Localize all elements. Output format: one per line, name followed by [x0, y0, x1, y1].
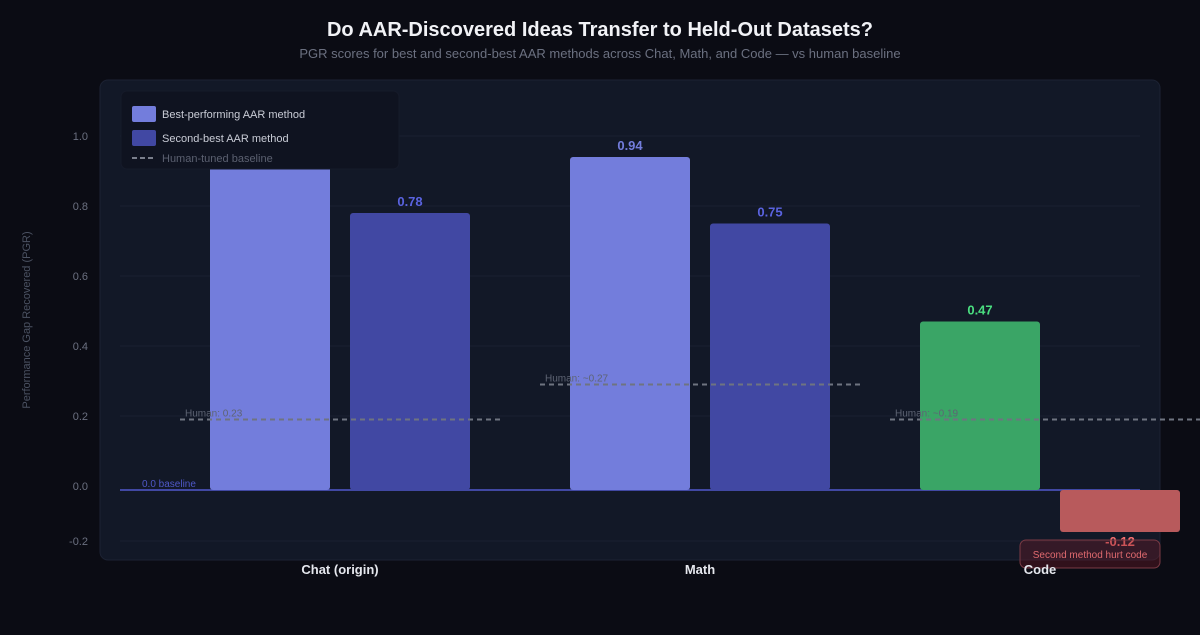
human-baseline-label: Human: ~0.27: [545, 374, 609, 385]
annotation-box: [1019, 539, 1161, 569]
annotation-text: Second method hurt code: [1033, 550, 1148, 561]
y-tick-label: -0.2: [69, 536, 88, 548]
bar-math-best: [570, 157, 690, 490]
bar-chat-origin--best: [210, 146, 330, 490]
legend-swatch-second: [132, 130, 156, 146]
y-tick-label: 0.6: [73, 271, 88, 283]
y-tick-label: 1.0: [73, 131, 88, 143]
bar-value-label: 0.47: [967, 303, 992, 318]
bar-value-label: -0.12: [1105, 534, 1135, 549]
x-category-label: Chat (origin): [301, 562, 378, 577]
x-category-label: Code: [1024, 562, 1057, 577]
chart-title: Do AAR-Discovered Ideas Transfer to Held…: [327, 19, 873, 41]
bar-value-label: 0.78: [397, 194, 422, 209]
human-baseline-label: Human: ~0.19: [895, 409, 959, 420]
y-tick-label: 0.0: [73, 481, 88, 493]
legend: Best-performing AAR method Second-best A…: [120, 90, 400, 170]
bar-value-label: 0.75: [757, 205, 782, 220]
legend-label-best: Best-performing AAR method: [162, 109, 305, 121]
legend-label-human: Human-tuned baseline: [162, 153, 273, 165]
legend-swatch-best: [132, 106, 156, 122]
bar-math-second: [710, 223, 830, 490]
x-category-label: Math: [685, 562, 715, 577]
y-axis-label: Performance Gap Recovered (PGR): [21, 231, 33, 408]
y-tick-label: 0.4: [73, 341, 88, 353]
legend-label-second: Second-best AAR method: [162, 133, 289, 145]
zero-line-label: 0.0 baseline: [142, 479, 196, 490]
bar-code-best: [920, 321, 1040, 490]
y-tick-label: 0.8: [73, 201, 88, 213]
bar-code-second: [1060, 490, 1180, 532]
human-baseline-label: Human: 0.23: [185, 409, 243, 420]
y-tick-label: 0.2: [73, 411, 88, 423]
bar-chat-origin--second: [350, 213, 470, 490]
bar-value-label: 0.94: [617, 138, 643, 153]
chart-subtitle: PGR scores for best and second-best AAR …: [299, 46, 900, 61]
